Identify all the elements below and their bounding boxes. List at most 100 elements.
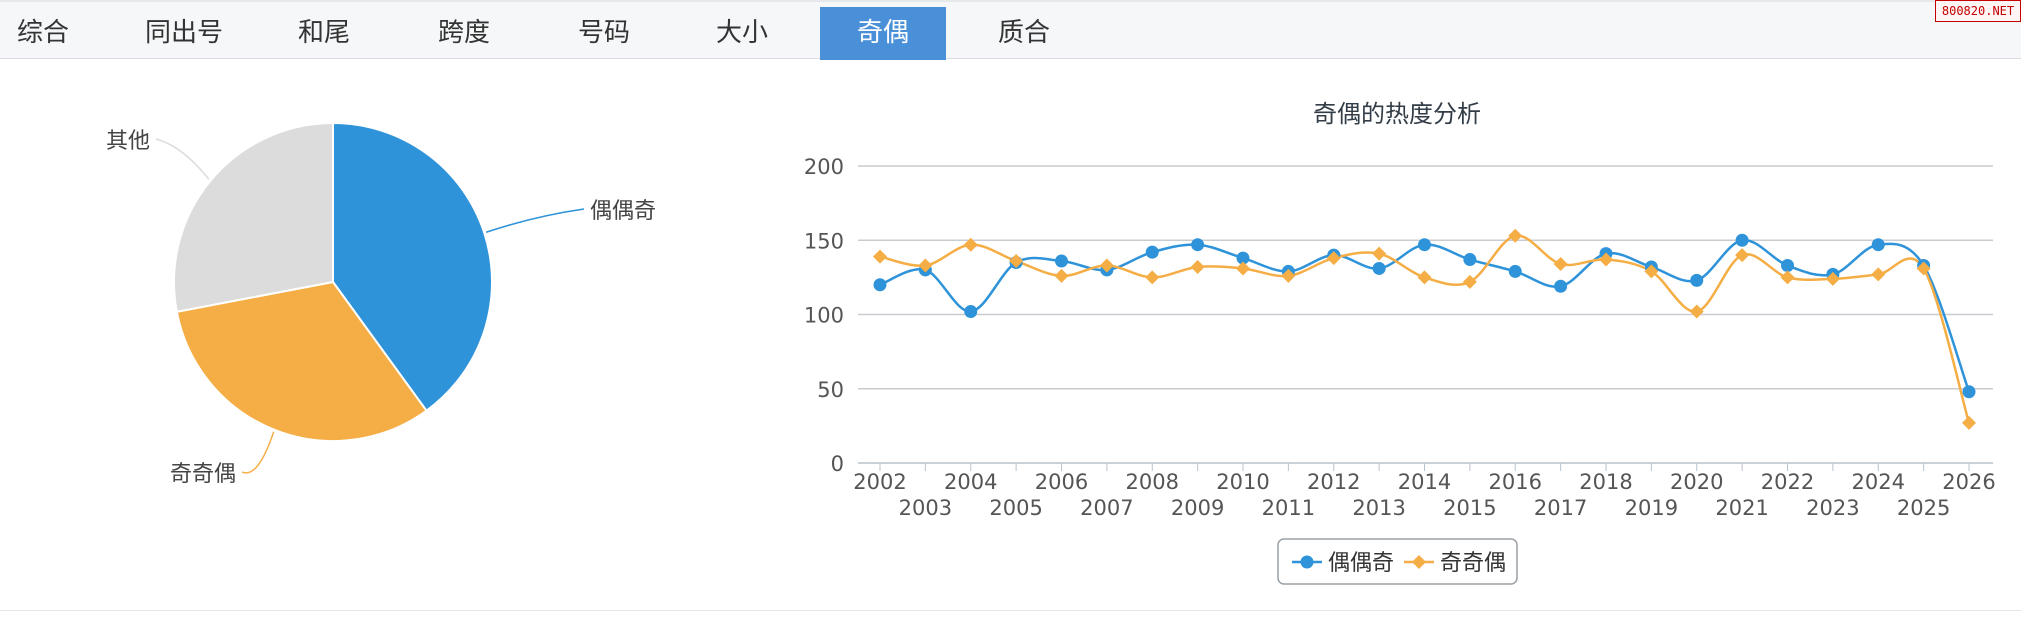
data-point[interactable] bbox=[1145, 270, 1160, 285]
line-chart-title: 奇偶的热度分析 bbox=[1313, 100, 1481, 128]
pie-slice[interactable] bbox=[332, 121, 493, 413]
x-tick-label: 2017 bbox=[1534, 496, 1587, 520]
data-point[interactable] bbox=[1281, 268, 1296, 283]
data-point[interactable] bbox=[963, 237, 978, 252]
tab-jiou[interactable]: 奇偶 bbox=[820, 7, 946, 60]
series-line bbox=[879, 234, 1971, 424]
data-point[interactable] bbox=[1055, 254, 1068, 268]
x-tick-label: 2013 bbox=[1352, 496, 1405, 520]
pie-slice[interactable] bbox=[173, 121, 334, 313]
x-tick-label: 2014 bbox=[1398, 470, 1451, 494]
tab-daxiao[interactable]: 大小 bbox=[715, 18, 768, 48]
data-point[interactable] bbox=[1372, 246, 1387, 261]
data-point[interactable] bbox=[1099, 258, 1114, 273]
tab-bar: 综合 同出号 和尾 跨度 号码 大小 奇偶 质合 bbox=[0, 0, 2021, 60]
x-tick-label: 2026 bbox=[1942, 470, 1995, 494]
data-point[interactable] bbox=[1916, 261, 1931, 276]
pie-slice-label: 偶偶奇 bbox=[590, 199, 656, 224]
data-point[interactable] bbox=[1508, 264, 1522, 278]
x-tick-label: 2007 bbox=[1080, 496, 1133, 520]
legend-marker bbox=[1300, 555, 1314, 569]
bottom-divider bbox=[0, 610, 2021, 611]
data-point[interactable] bbox=[1780, 270, 1795, 285]
x-tick-label: 2006 bbox=[1035, 470, 1088, 494]
data-point[interactable] bbox=[1462, 274, 1477, 289]
tab-zonghe[interactable]: 综合 bbox=[16, 18, 69, 48]
x-tick-label: 2016 bbox=[1489, 470, 1542, 494]
data-point[interactable] bbox=[1599, 252, 1613, 267]
data-point[interactable] bbox=[1417, 270, 1432, 285]
site-watermark[interactable]: 800820.NET bbox=[1935, 0, 2021, 22]
x-tick-label: 2020 bbox=[1670, 470, 1723, 494]
data-point[interactable] bbox=[1236, 251, 1250, 265]
data-point[interactable] bbox=[1735, 248, 1750, 263]
data-point[interactable] bbox=[873, 278, 887, 292]
data-point[interactable] bbox=[1372, 261, 1386, 275]
data-point[interactable] bbox=[1962, 415, 1976, 430]
data-point[interactable] bbox=[1191, 238, 1205, 252]
data-point[interactable] bbox=[1962, 385, 1976, 399]
data-point[interactable] bbox=[1554, 279, 1568, 293]
x-tick-label: 2012 bbox=[1307, 470, 1360, 494]
tab-tongchuhao[interactable]: 同出号 bbox=[144, 18, 223, 48]
tab-zhihe[interactable]: 质合 bbox=[997, 18, 1050, 48]
data-point[interactable] bbox=[1326, 251, 1341, 266]
y-tick-label: 100 bbox=[804, 304, 844, 328]
legend-marker bbox=[1412, 555, 1426, 569]
legend-box bbox=[1277, 538, 1518, 585]
x-tick-label: 2005 bbox=[989, 496, 1042, 520]
data-point[interactable] bbox=[1418, 238, 1431, 252]
series-line bbox=[879, 238, 1971, 393]
data-point[interactable] bbox=[1689, 304, 1704, 319]
x-tick-label: 2004 bbox=[944, 470, 997, 494]
data-point[interactable] bbox=[918, 258, 933, 273]
x-tick-label: 2021 bbox=[1715, 496, 1768, 520]
pie-connector bbox=[485, 208, 585, 233]
x-tick-label: 2010 bbox=[1216, 470, 1269, 494]
data-point[interactable] bbox=[1825, 271, 1840, 286]
legend-item-label[interactable]: 偶偶奇 bbox=[1328, 551, 1394, 576]
data-point[interactable] bbox=[1236, 261, 1250, 276]
x-tick-label: 2023 bbox=[1806, 496, 1859, 520]
tab-kuadu[interactable]: 跨度 bbox=[437, 18, 490, 48]
data-point[interactable] bbox=[1190, 259, 1205, 274]
data-point[interactable] bbox=[1463, 253, 1477, 267]
line-chart: 奇偶的热度分析050100150200200220032004200520062… bbox=[804, 100, 1996, 585]
y-tick-label: 200 bbox=[804, 155, 844, 179]
data-point[interactable] bbox=[1690, 273, 1704, 287]
tab-hewei[interactable]: 和尾 bbox=[297, 18, 350, 48]
data-point[interactable] bbox=[1644, 264, 1659, 279]
data-point[interactable] bbox=[1735, 233, 1749, 247]
data-point[interactable] bbox=[1145, 245, 1159, 259]
pie-slice[interactable] bbox=[175, 280, 428, 442]
data-point[interactable] bbox=[1054, 268, 1069, 283]
data-point[interactable] bbox=[873, 249, 887, 264]
y-tick-label: 0 bbox=[831, 452, 844, 476]
legend-item-label[interactable]: 奇奇偶 bbox=[1440, 551, 1506, 576]
x-tick-label: 2025 bbox=[1897, 496, 1950, 520]
data-point[interactable] bbox=[1508, 228, 1523, 243]
pie-slice-label: 奇奇偶 bbox=[170, 462, 236, 487]
x-tick-label: 2009 bbox=[1171, 496, 1224, 520]
data-point[interactable] bbox=[1553, 257, 1568, 272]
x-tick-label: 2011 bbox=[1262, 496, 1315, 520]
x-tick-label: 2018 bbox=[1579, 470, 1632, 494]
pie-connector bbox=[155, 138, 210, 180]
y-tick-label: 150 bbox=[804, 229, 844, 253]
x-tick-label: 2019 bbox=[1625, 496, 1678, 520]
tab-haoma[interactable]: 号码 bbox=[577, 18, 630, 48]
x-tick-label: 2008 bbox=[1126, 470, 1179, 494]
pie-slice-label: 其他 bbox=[106, 129, 150, 154]
data-point[interactable] bbox=[1781, 258, 1794, 272]
x-tick-label: 2015 bbox=[1443, 496, 1496, 520]
data-point[interactable] bbox=[1871, 267, 1886, 282]
data-point[interactable] bbox=[1871, 238, 1885, 252]
data-point[interactable] bbox=[964, 305, 978, 319]
x-tick-label: 2024 bbox=[1852, 470, 1905, 494]
x-tick-label: 2003 bbox=[899, 496, 952, 520]
x-tick-label: 2002 bbox=[853, 470, 906, 494]
x-tick-label: 2022 bbox=[1761, 470, 1814, 494]
y-tick-label: 50 bbox=[817, 378, 844, 402]
